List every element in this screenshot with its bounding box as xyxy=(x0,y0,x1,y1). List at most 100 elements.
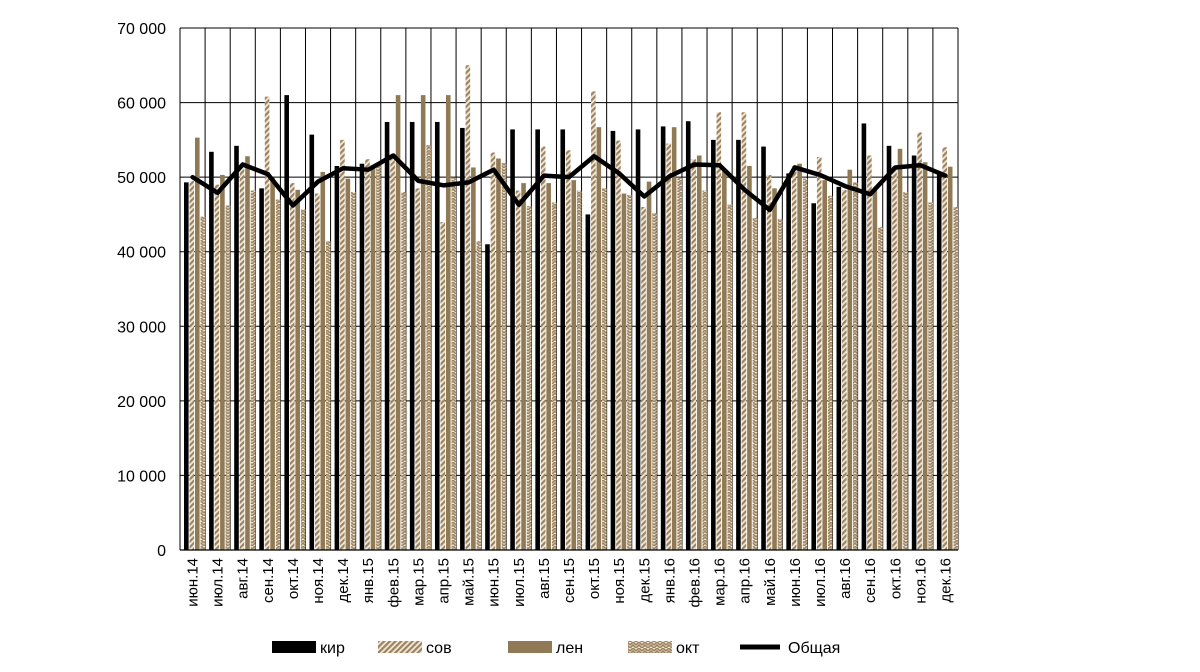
bar-лен xyxy=(671,127,677,551)
x-tick-label: фев.16 xyxy=(686,558,703,608)
bar-окт xyxy=(401,192,406,551)
bar-сов xyxy=(314,193,320,550)
bar-кир xyxy=(560,129,566,550)
bar-лен xyxy=(747,165,752,550)
x-tick-label: ноя.16 xyxy=(912,558,929,604)
bar-лен xyxy=(546,183,551,550)
x-tick-label: янв.16 xyxy=(661,558,678,603)
bar-кир xyxy=(535,129,540,550)
bar-кир xyxy=(711,139,716,550)
x-tick-label: дек.14 xyxy=(335,558,352,603)
bar-окт xyxy=(325,241,331,550)
bar-лен xyxy=(847,169,853,550)
y-tick-label: 50 000 xyxy=(117,170,166,187)
bar-сов xyxy=(465,65,471,551)
bar-сов xyxy=(791,165,797,550)
x-tick-label: авг.14 xyxy=(235,558,252,599)
bar-кир xyxy=(685,121,691,550)
x-tick-label: авг.15 xyxy=(536,558,553,599)
bar-кир xyxy=(911,155,917,550)
bar-лен xyxy=(245,156,250,550)
total-line xyxy=(190,153,948,213)
bar-сов xyxy=(867,155,872,550)
y-tick-label: 70 000 xyxy=(117,21,166,38)
x-tick-label: ноя.15 xyxy=(611,558,628,604)
bar-окт xyxy=(426,145,431,550)
bar-сов xyxy=(214,184,220,550)
bars xyxy=(184,65,959,551)
bar-сов xyxy=(766,174,772,551)
bar-окт xyxy=(576,190,582,550)
bar-сов xyxy=(365,159,370,550)
bar-сов xyxy=(390,158,395,550)
bar-кир xyxy=(359,163,365,550)
x-tick-label: май.16 xyxy=(762,558,779,606)
y-tick-label: 10 000 xyxy=(117,468,166,485)
x-tick-label: ноя.14 xyxy=(310,558,327,604)
bar-сов xyxy=(691,159,697,550)
bar-окт xyxy=(702,190,708,550)
bar-лен xyxy=(696,155,702,550)
bar-лен xyxy=(320,171,326,550)
bar-окт xyxy=(627,195,632,551)
bar-кир xyxy=(309,134,315,550)
bar-лен xyxy=(772,188,777,551)
bar-лен xyxy=(270,177,275,551)
bar-окт xyxy=(928,202,933,551)
x-tick-label: окт.15 xyxy=(586,558,603,599)
legend-swatch-сов xyxy=(378,641,422,653)
x-tick-label: дек.15 xyxy=(636,558,653,603)
bar-сов xyxy=(340,139,345,550)
legend-label: окт xyxy=(676,640,700,657)
bar-окт xyxy=(903,192,908,551)
bar-окт xyxy=(853,182,858,550)
x-tick-label: май.15 xyxy=(461,558,478,606)
bar-лен xyxy=(797,163,802,550)
bar-кир xyxy=(510,129,515,550)
bar-лен xyxy=(646,181,652,551)
bar-сов xyxy=(616,140,621,551)
bar-сов xyxy=(666,143,671,551)
bar-лен xyxy=(596,127,602,551)
x-tick-label: июл.16 xyxy=(812,558,829,607)
bar-сов xyxy=(264,96,270,550)
bar-лен xyxy=(370,165,376,550)
bar-кир xyxy=(811,203,817,550)
bar-сов xyxy=(892,166,897,550)
bar-лен xyxy=(195,137,200,550)
bar-окт xyxy=(802,178,808,551)
x-tick-label: июн.15 xyxy=(486,558,503,607)
bar-лен xyxy=(872,190,878,550)
bar-кир xyxy=(761,146,766,550)
x-tick-label: янв.15 xyxy=(360,558,377,603)
bar-кир xyxy=(259,188,264,551)
bar-сов xyxy=(490,152,496,550)
x-tick-label: фев.15 xyxy=(385,558,402,608)
bar-окт xyxy=(300,209,306,551)
x-tick-label: апр.16 xyxy=(737,558,754,604)
bar-лен xyxy=(295,189,300,550)
y-tick-label: 40 000 xyxy=(117,245,166,262)
bar-окт xyxy=(275,199,281,550)
bar-кир xyxy=(635,129,641,550)
bar-окт xyxy=(777,218,783,550)
bar-окт xyxy=(953,206,959,550)
bar-кир xyxy=(936,172,942,550)
bar-кир xyxy=(736,139,741,550)
bar-окт xyxy=(476,241,482,550)
x-tick-label: окт.16 xyxy=(887,558,904,599)
bar-кир xyxy=(434,121,440,551)
bar-лен xyxy=(445,95,451,550)
bar-сов xyxy=(189,180,195,550)
bar-окт xyxy=(250,190,256,550)
bar-кир xyxy=(886,145,892,550)
bar-окт xyxy=(677,177,682,551)
bar-окт xyxy=(376,162,381,550)
bar-окт xyxy=(652,212,657,551)
x-tick-label: авг.16 xyxy=(837,558,854,599)
bar-лен xyxy=(496,158,501,550)
bar-окт xyxy=(551,202,557,551)
bar-сов xyxy=(289,183,295,550)
bar-кир xyxy=(334,165,340,550)
